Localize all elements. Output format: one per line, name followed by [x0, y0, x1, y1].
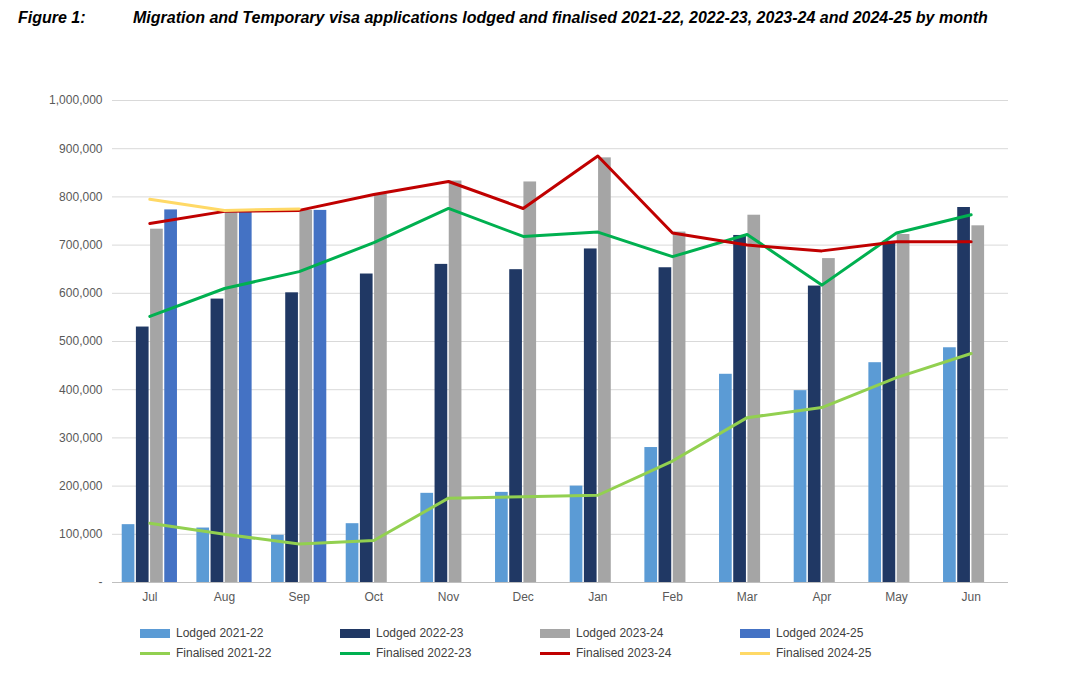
svg-text:800,000: 800,000: [59, 190, 103, 204]
html-text:Lodged 2022-23: Lodged 2022-23: [376, 626, 464, 640]
svg-text:Jan: Jan: [588, 590, 607, 604]
svg-text:500,000: 500,000: [59, 334, 103, 348]
svg-text:Apr: Apr: [812, 590, 831, 604]
svg-text:Oct: Oct: [364, 590, 383, 604]
html-text:Finalised 2024-25: Finalised 2024-25: [776, 646, 872, 660]
html-text:Migration and Temporary visa a: Migration and Temporary visa application…: [133, 9, 988, 26]
svg-text:900,000: 900,000: [59, 142, 103, 156]
svg-text:Nov: Nov: [438, 590, 459, 604]
svg-text:Feb: Feb: [662, 590, 683, 604]
svg-text:Aug: Aug: [214, 590, 235, 604]
html-text:Finalised 2023-24: Finalised 2023-24: [576, 646, 672, 660]
html-text:Finalised 2022-23: Finalised 2022-23: [376, 646, 472, 660]
svg-text:1,000,000: 1,000,000: [49, 93, 103, 107]
svg-text:-: -: [99, 575, 103, 589]
svg-text:May: May: [885, 590, 908, 604]
svg-text:600,000: 600,000: [59, 286, 103, 300]
html-text:Lodged 2024-25: Lodged 2024-25: [776, 626, 864, 640]
svg-text:100,000: 100,000: [59, 527, 103, 541]
html-text:Lodged 2023-24: Lodged 2023-24: [576, 626, 664, 640]
svg-text:Sep: Sep: [288, 590, 310, 604]
svg-text:300,000: 300,000: [59, 431, 103, 445]
svg-text:Dec: Dec: [512, 590, 533, 604]
html-text:Finalised 2021-22: Finalised 2021-22: [176, 646, 272, 660]
svg-text:700,000: 700,000: [59, 238, 103, 252]
svg-text:Jul: Jul: [142, 590, 157, 604]
svg-text:400,000: 400,000: [59, 383, 103, 397]
html-text:Figure 1:: Figure 1:: [18, 9, 86, 26]
html-text:Lodged 2021-22: Lodged 2021-22: [176, 626, 264, 640]
svg-text:Jun: Jun: [961, 590, 980, 604]
svg-text:Mar: Mar: [737, 590, 758, 604]
svg-text:200,000: 200,000: [59, 479, 103, 493]
